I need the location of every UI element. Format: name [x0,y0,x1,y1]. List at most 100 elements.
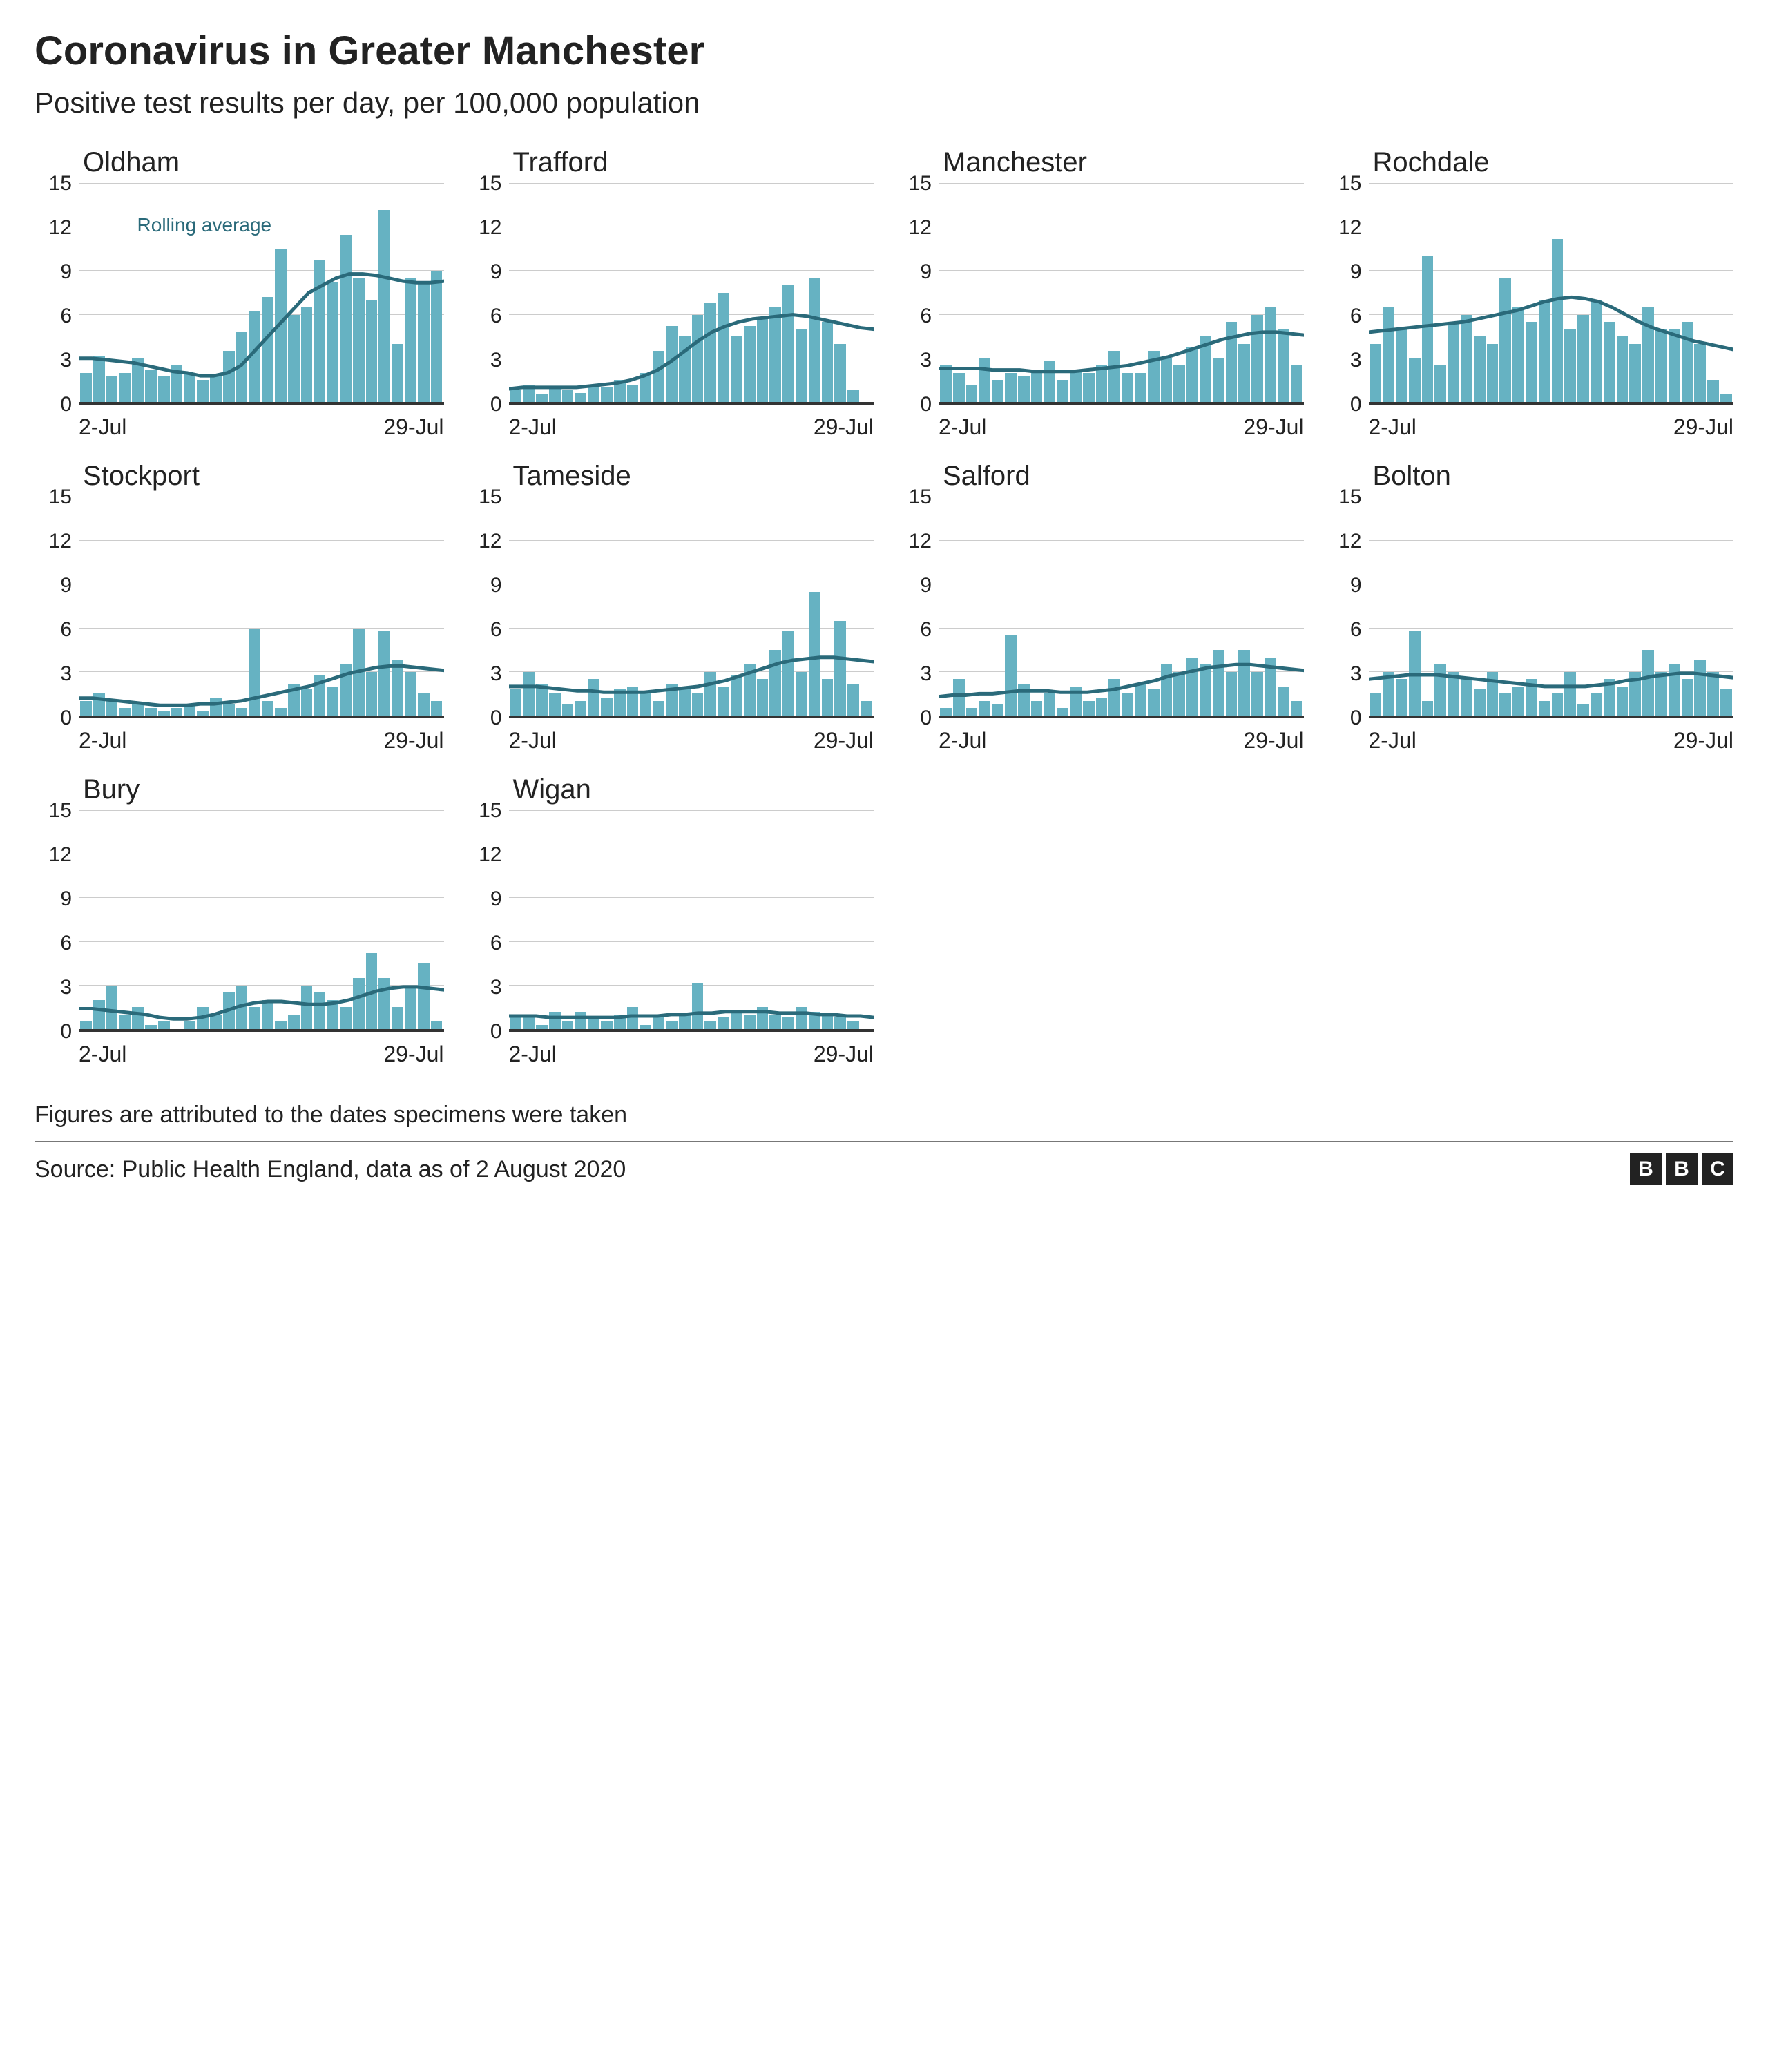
bar [679,1015,691,1029]
bar [940,708,952,716]
bars-container [939,184,1304,402]
bar [1629,344,1641,402]
x-axis: 2-Jul29-Jul [465,718,874,754]
bar [510,689,522,716]
chart-title: Bolton [1325,461,1734,492]
y-axis: 03691215 [465,184,509,405]
bar [666,1021,678,1029]
bar [1694,344,1706,402]
bar [588,385,599,402]
bar [1044,361,1055,402]
bar [614,380,626,402]
bar [536,684,548,716]
bar [822,322,834,402]
bar [1577,704,1589,716]
bar [1474,336,1486,402]
bar [1226,672,1238,716]
bar [1487,344,1499,402]
bar [1031,701,1043,716]
x-tick-label: 2-Jul [939,414,986,440]
bar [236,708,248,716]
bar [405,672,416,716]
bar [653,351,664,402]
y-axis: 03691215 [894,184,939,405]
bar [782,1017,794,1029]
bar [184,373,195,402]
bar [1682,679,1693,716]
bar [627,1007,639,1029]
bar [1604,679,1615,716]
bar [575,1012,586,1029]
x-tick-label: 29-Jul [1243,414,1303,440]
bar [834,1017,846,1029]
bar [1108,351,1120,402]
bar [353,629,365,716]
bar [249,629,260,716]
bar [1238,344,1250,402]
bar [1499,693,1511,716]
bar [704,303,716,402]
bar [953,679,965,716]
bar [1396,329,1407,402]
bar [1238,650,1250,716]
bar [1135,373,1146,402]
chart-body: 03691215 [894,184,1304,405]
bar [1265,307,1276,402]
bar [145,370,157,402]
bar [809,592,820,716]
bar [1655,329,1667,402]
bar [405,278,416,402]
bar [158,711,170,716]
bar [1669,664,1680,716]
bar [1720,394,1732,402]
footer-row: Source: Public Health England, data as o… [35,1141,1733,1185]
bar [1122,373,1133,402]
bar [679,687,691,716]
chart-plot [509,497,874,718]
bar [757,318,769,402]
chart-panel: Trafford036912152-Jul29-Jul [465,147,874,440]
bar [1409,631,1421,716]
bar [1083,373,1095,402]
bar [314,675,325,716]
x-axis: 2-Jul 29-Jul [894,405,1304,440]
bar [562,704,574,716]
bar [549,387,561,402]
bar [769,307,781,402]
bar [249,311,260,402]
bar [847,390,859,402]
x-tick-label: 2-Jul [1369,414,1416,440]
bars-container [1369,497,1734,716]
chart-title: Manchester [894,147,1304,178]
bar [966,385,978,402]
chart-panel: Tameside036912152-Jul29-Jul [465,461,874,754]
bar [523,385,535,402]
bbc-logo-box: C [1702,1153,1733,1185]
bar [523,672,535,716]
y-axis: 03691215 [465,811,509,1032]
bar [1044,693,1055,716]
y-axis: 03691215 [1325,184,1369,405]
bar [145,708,157,716]
bar [1148,351,1160,402]
bars-container [509,184,874,402]
bar [1526,679,1537,716]
bar [288,684,300,716]
bar [562,390,574,402]
bar [327,687,338,716]
bar [119,373,131,402]
bar [1251,315,1263,402]
bar [223,351,235,402]
bar [966,708,978,716]
chart-panel: Manchester 036912152-Jul 29-Jul [894,147,1304,440]
bar [366,672,378,716]
bar [1422,256,1434,402]
bar [210,698,222,716]
bar [549,693,561,716]
bar [796,672,807,716]
bar [1552,693,1564,716]
bar [1448,672,1459,716]
chart-title: Salford [894,461,1304,492]
bar [1161,664,1173,716]
bar [431,1021,443,1029]
